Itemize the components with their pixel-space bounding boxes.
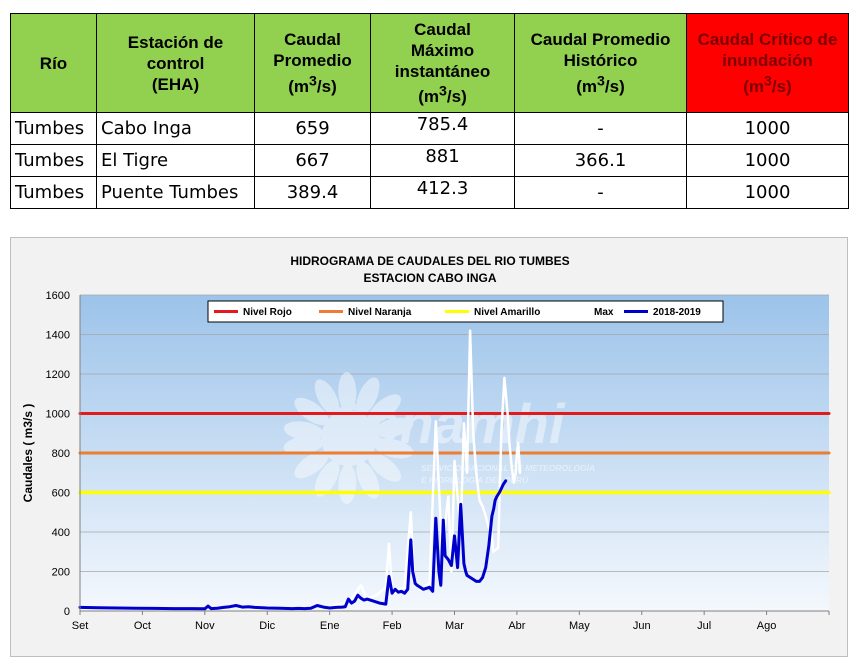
sun-ray bbox=[368, 394, 401, 424]
cell-maximo: 785.4 bbox=[370, 112, 515, 145]
cell-estacion: Puente Tumbes bbox=[96, 176, 255, 209]
sun-ray bbox=[338, 372, 357, 413]
senamhi-watermark: Senamhi SERVICIO NACIONAL DE METEOROLOGÍA… bbox=[283, 372, 595, 504]
y-tick-label: 800 bbox=[52, 448, 70, 460]
y-tick-label: 1400 bbox=[46, 330, 70, 342]
x-tick-label: Oct bbox=[134, 620, 151, 632]
cell-rio: Tumbes bbox=[10, 144, 97, 177]
watermark-logo-text: Senamhi bbox=[331, 392, 566, 455]
cell-maximo: 881 bbox=[370, 144, 515, 177]
x-tick-label: Abr bbox=[508, 620, 525, 632]
cell-historico: - bbox=[514, 176, 687, 209]
x-tick-label: Dic bbox=[259, 620, 275, 632]
chart-subtitle: ESTACION CABO INGA bbox=[363, 271, 497, 285]
sun-ray bbox=[356, 461, 380, 499]
sun-ray bbox=[294, 397, 329, 426]
legend-label: Nivel Amarillo bbox=[474, 307, 540, 318]
x-tick-label: Feb bbox=[383, 620, 402, 632]
header-rio: Río bbox=[10, 13, 97, 113]
cell-promedio: 389.4 bbox=[254, 176, 371, 209]
table-row: Tumbes Puente Tumbes 389.4 412.3 - 1000 bbox=[10, 176, 849, 209]
sun-ray bbox=[356, 377, 380, 415]
cell-promedio: 659 bbox=[254, 112, 371, 145]
sun-ray bbox=[374, 417, 414, 438]
x-tick-label: Mar bbox=[445, 620, 464, 632]
cell-historico: - bbox=[514, 112, 687, 145]
x-tick-label: Jun bbox=[633, 620, 651, 632]
cell-critico: 1000 bbox=[686, 144, 849, 177]
cell-rio: Tumbes bbox=[10, 176, 97, 209]
sun-ray bbox=[314, 460, 340, 497]
y-tick-label: 1200 bbox=[46, 369, 70, 381]
chart-title: HIDROGRAMA DE CAUDALES DEL RIO TUMBES bbox=[290, 254, 570, 268]
legend-label: Max bbox=[594, 307, 614, 318]
watermark-line: SERVICIO NACIONAL DE METEOROLOGÍA bbox=[421, 463, 595, 473]
x-tick-label: Ago bbox=[757, 620, 777, 632]
series-line-2018-2019 bbox=[78, 479, 508, 611]
y-tick-label: 1600 bbox=[46, 290, 70, 302]
unit-label: (m3/s) bbox=[288, 73, 337, 96]
series-line-max bbox=[328, 329, 522, 609]
cell-historico: 366.1 bbox=[514, 144, 687, 177]
table-row: Tumbes El Tigre 667 881 366.1 1000 bbox=[10, 144, 849, 177]
cell-rio: Tumbes bbox=[10, 112, 97, 145]
header-caudal-maximo: Caudal Máximo instantáneo (m3/s) bbox=[370, 13, 515, 113]
x-tick-label: Ene bbox=[320, 620, 340, 632]
sun-ray bbox=[294, 450, 329, 479]
header-estacion: Estación de control (EHA) bbox=[96, 13, 255, 113]
unit-label: (m3/s) bbox=[418, 83, 467, 107]
unit-label: (m3/s) bbox=[576, 73, 625, 96]
cell-estacion: Cabo Inga bbox=[96, 112, 255, 145]
hydrograph-chart: HIDROGRAMA DE CAUDALES DEL RIO TUMBES ES… bbox=[10, 237, 848, 657]
header-caudal-promedio-historico: Caudal Promedio Histórico (m3/s) bbox=[514, 13, 687, 113]
legend-label: Nivel Rojo bbox=[243, 307, 292, 318]
legend-label: 2018-2019 bbox=[653, 307, 701, 318]
x-tick-label: Nov bbox=[195, 620, 215, 632]
sun-ray bbox=[283, 421, 324, 441]
x-tick-label: Jul bbox=[697, 620, 711, 632]
table-row: Tumbes Cabo Inga 659 785.4 - 1000 bbox=[10, 112, 849, 145]
header-caudal-critico: Caudal Crítico de inundación (m3/s) bbox=[686, 13, 849, 113]
header-caudal-promedio: Caudal Promedio (m3/s) bbox=[254, 13, 371, 113]
y-tick-label: 600 bbox=[52, 488, 70, 500]
y-tick-label: 200 bbox=[52, 567, 70, 579]
cell-critico: 1000 bbox=[686, 112, 849, 145]
x-tick-label: May bbox=[569, 620, 590, 632]
unit-label: (m3/s) bbox=[743, 73, 792, 96]
chart-canvas: Senamhi SERVICIO NACIONAL DE METEOROLOGÍA… bbox=[21, 290, 831, 632]
cell-estacion: El Tigre bbox=[96, 144, 255, 177]
chart-legend: Nivel Rojo Nivel Naranja Nivel Amarillo Max… bbox=[207, 300, 724, 323]
watermark-line: E HIDROLOGÍA DEL PERÚ bbox=[421, 474, 529, 485]
legend-label: Nivel Naranja bbox=[348, 307, 412, 318]
y-axis-title: Caudales ( m3/s ) bbox=[21, 404, 35, 503]
y-tick-label: 400 bbox=[52, 527, 70, 539]
sun-ray bbox=[368, 452, 401, 482]
sun-ray bbox=[314, 379, 340, 416]
y-tick-label: 1000 bbox=[46, 409, 70, 421]
cell-promedio: 667 bbox=[254, 144, 371, 177]
caudales-table: Río Estación de control (EHA) Caudal Pro… bbox=[10, 13, 849, 209]
cell-critico: 1000 bbox=[686, 176, 849, 209]
table-header-row: Río Estación de control (EHA) Caudal Pro… bbox=[10, 13, 849, 113]
y-tick-label: 0 bbox=[64, 606, 70, 618]
x-tick-label: Set bbox=[72, 620, 89, 632]
sun-ray bbox=[283, 435, 324, 455]
cell-maximo: 412.3 bbox=[370, 176, 515, 209]
